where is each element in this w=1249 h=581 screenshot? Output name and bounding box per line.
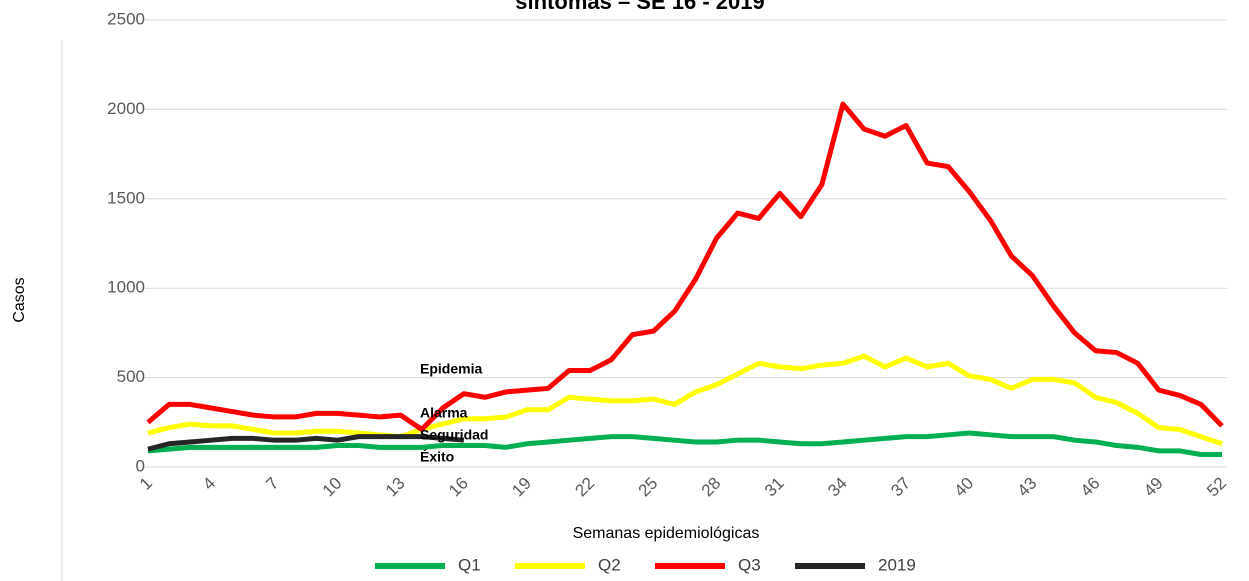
y-tick-label: 0 bbox=[136, 456, 145, 475]
annotation: Alarma bbox=[420, 405, 468, 421]
x-tick-label: 52 bbox=[1203, 474, 1230, 501]
x-tick-label: 10 bbox=[319, 474, 346, 501]
legend-label: Q1 bbox=[458, 555, 481, 574]
x-axis-label: Semanas epidemiológicas bbox=[573, 525, 760, 542]
x-tick-label: 37 bbox=[887, 474, 914, 501]
y-axis-label: Casos bbox=[11, 277, 28, 322]
annotation: Éxito bbox=[420, 449, 454, 465]
y-tick-label: 2000 bbox=[107, 99, 145, 118]
x-tick-label: 16 bbox=[445, 474, 472, 501]
x-tick-label: 19 bbox=[508, 474, 535, 501]
x-tick-label: 49 bbox=[1140, 474, 1167, 501]
y-tick-label: 1500 bbox=[107, 188, 145, 207]
series-line bbox=[146, 101, 1224, 432]
y-tick-label: 2500 bbox=[107, 9, 145, 28]
x-tick-label: 25 bbox=[635, 474, 662, 501]
annotation: Epidemia bbox=[420, 361, 482, 377]
y-tick-label: 500 bbox=[117, 367, 145, 386]
x-tick-label: 40 bbox=[950, 474, 977, 501]
x-tick-label: 22 bbox=[571, 474, 598, 501]
x-tick-label: 4 bbox=[199, 474, 219, 494]
x-tick-label: 34 bbox=[824, 474, 851, 501]
x-tick-label: 7 bbox=[262, 474, 282, 494]
series-line bbox=[147, 434, 465, 452]
legend-label: Q2 bbox=[598, 555, 621, 574]
x-tick-label: 13 bbox=[382, 474, 409, 501]
y-tick-label: 1000 bbox=[107, 278, 145, 297]
series-line bbox=[147, 430, 1222, 457]
x-tick-label: 46 bbox=[1077, 474, 1104, 501]
legend-label: 2019 bbox=[878, 555, 916, 574]
series-line bbox=[147, 353, 1223, 447]
x-tick-label: 28 bbox=[698, 474, 725, 501]
chart-title: síntomas – SE 16 - 2019 bbox=[515, 0, 764, 14]
annotation: Seguridad bbox=[420, 427, 488, 443]
x-tick-label: 1 bbox=[136, 474, 156, 494]
x-tick-label: 43 bbox=[1014, 474, 1041, 501]
legend-label: Q3 bbox=[738, 555, 761, 574]
x-tick-label: 31 bbox=[761, 474, 788, 501]
